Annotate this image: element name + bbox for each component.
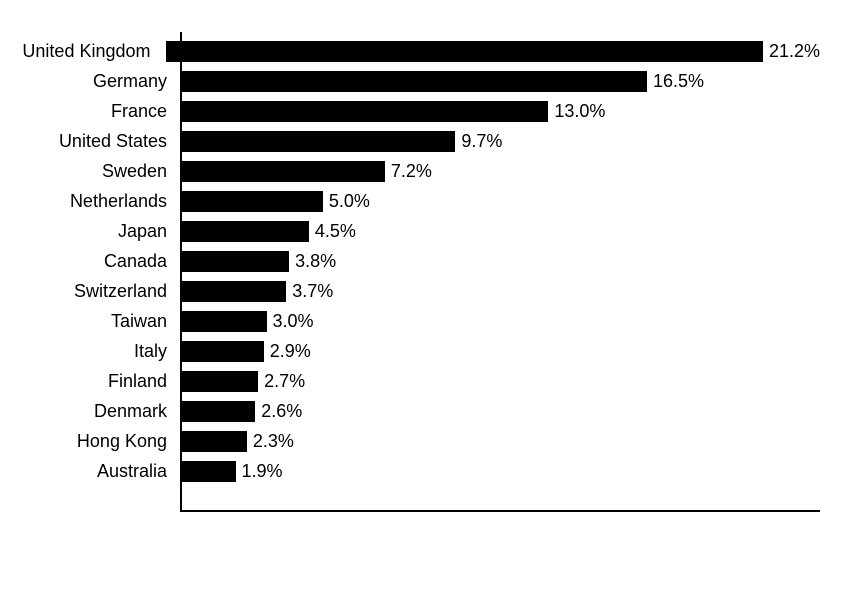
bar-wrap: 4.5% xyxy=(182,221,356,242)
bar-wrap: 1.9% xyxy=(182,461,283,482)
category-label: Sweden xyxy=(20,161,175,182)
bar-row: Hong Kong 2.3% xyxy=(20,426,820,456)
value-label: 16.5% xyxy=(653,71,704,92)
category-label: Denmark xyxy=(20,401,175,422)
bar-row: France 13.0% xyxy=(20,96,820,126)
bar-wrap: 2.3% xyxy=(182,431,294,452)
bar xyxy=(182,101,548,122)
bar-row: Finland 2.7% xyxy=(20,366,820,396)
bar-wrap: 2.9% xyxy=(182,341,311,362)
value-label: 3.0% xyxy=(273,311,314,332)
bar xyxy=(182,341,264,362)
value-label: 4.5% xyxy=(315,221,356,242)
bar-wrap: 2.7% xyxy=(182,371,305,392)
bar xyxy=(182,371,258,392)
category-label: France xyxy=(20,101,175,122)
category-label: Australia xyxy=(20,461,175,482)
value-label: 3.7% xyxy=(292,281,333,302)
value-label: 2.9% xyxy=(270,341,311,362)
bar-wrap: 3.8% xyxy=(182,251,336,272)
bar-row: Switzerland 3.7% xyxy=(20,276,820,306)
bar-wrap: 3.7% xyxy=(182,281,333,302)
value-label: 21.2% xyxy=(769,41,820,62)
value-label: 13.0% xyxy=(554,101,605,122)
bar-row: United Kingdom 21.2% xyxy=(20,36,820,66)
bar-row: Italy 2.9% xyxy=(20,336,820,366)
category-label: Germany xyxy=(20,71,175,92)
bar-wrap: 21.2% xyxy=(166,41,821,62)
value-label: 2.6% xyxy=(261,401,302,422)
bar-wrap: 5.0% xyxy=(182,191,370,212)
bar-row: Japan 4.5% xyxy=(20,216,820,246)
bar-wrap: 13.0% xyxy=(182,101,605,122)
bar-wrap: 7.2% xyxy=(182,161,432,182)
category-label: Italy xyxy=(20,341,175,362)
bar-wrap: 2.6% xyxy=(182,401,302,422)
value-label: 7.2% xyxy=(391,161,432,182)
bar xyxy=(182,251,289,272)
value-label: 2.7% xyxy=(264,371,305,392)
bar xyxy=(182,221,309,242)
value-label: 3.8% xyxy=(295,251,336,272)
bar xyxy=(182,461,236,482)
bar-row: Canada 3.8% xyxy=(20,246,820,276)
category-label: Canada xyxy=(20,251,175,272)
bar xyxy=(182,431,247,452)
bar xyxy=(182,71,647,92)
value-label: 9.7% xyxy=(461,131,502,152)
bar xyxy=(182,131,455,152)
bar-wrap: 3.0% xyxy=(182,311,314,332)
category-label: Switzerland xyxy=(20,281,175,302)
bar-row: Netherlands 5.0% xyxy=(20,186,820,216)
bar-row: Sweden 7.2% xyxy=(20,156,820,186)
value-label: 2.3% xyxy=(253,431,294,452)
bar-row: Germany 16.5% xyxy=(20,66,820,96)
bar-row: Australia 1.9% xyxy=(20,456,820,486)
category-label: Netherlands xyxy=(20,191,175,212)
category-label: Hong Kong xyxy=(20,431,175,452)
bar xyxy=(182,281,286,302)
bar xyxy=(182,401,255,422)
bar xyxy=(182,191,323,212)
bar-row: Denmark 2.6% xyxy=(20,396,820,426)
category-label: Finland xyxy=(20,371,175,392)
category-label: United States xyxy=(20,131,175,152)
value-label: 1.9% xyxy=(242,461,283,482)
category-label: Taiwan xyxy=(20,311,175,332)
category-label: Japan xyxy=(20,221,175,242)
bar-row: United States 9.7% xyxy=(20,126,820,156)
bar xyxy=(182,311,267,332)
bar-wrap: 9.7% xyxy=(182,131,502,152)
value-label: 5.0% xyxy=(329,191,370,212)
bar xyxy=(166,41,763,62)
bar-chart: United Kingdom 21.2% Germany 16.5% France 13.… xyxy=(20,32,840,532)
bar xyxy=(182,161,385,182)
bar-wrap: 16.5% xyxy=(182,71,704,92)
category-label: United Kingdom xyxy=(20,41,159,62)
bar-row: Taiwan 3.0% xyxy=(20,306,820,336)
